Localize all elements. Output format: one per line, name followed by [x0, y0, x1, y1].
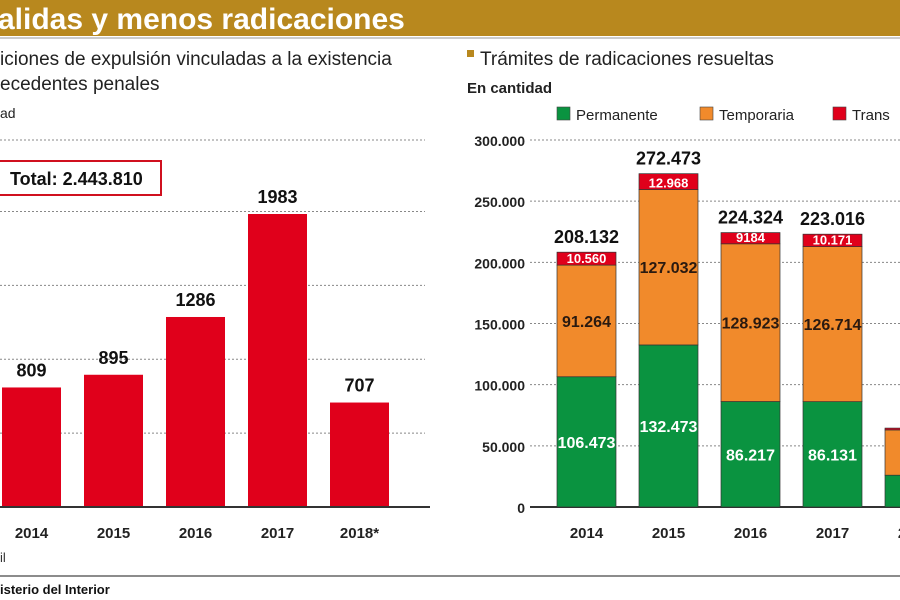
segment-label: 10.560	[567, 251, 607, 266]
total-label: Total: 2.443.810	[10, 169, 143, 189]
header-band	[0, 0, 900, 36]
stacked-segment-trans	[638, 173, 699, 190]
stacked-segment-trans	[802, 233, 863, 247]
right-total-label: 223.016	[800, 209, 865, 229]
right-y-tick: 50.000	[482, 439, 525, 455]
left-chart-title: iciones de expulsión vinculadas a la exi…	[0, 49, 392, 70]
segment-label: 106.473	[558, 435, 616, 452]
legend-swatch	[832, 106, 847, 121]
left-value-label: 895	[98, 348, 128, 368]
right-total-label: 208.132	[554, 227, 619, 247]
legend-label: Trans	[852, 107, 890, 124]
right-x-tick: 2016	[734, 525, 767, 542]
legend-label: Permanente	[576, 107, 658, 124]
right-x-tick: 2014	[570, 525, 604, 542]
left-bar	[248, 214, 307, 507]
left-footnote: il	[0, 550, 6, 565]
right-x-tick: 2017	[816, 525, 849, 542]
right-total-label: 224.324	[718, 208, 783, 228]
right-y-tick: 250.000	[474, 194, 525, 210]
right-y-tick: 100.000	[474, 378, 525, 394]
legend-label: Temporaria	[719, 107, 795, 124]
stacked-segment-permanente	[556, 376, 617, 508]
right-x-tick: 2015	[652, 525, 685, 542]
stacked-segment-temporaria	[556, 264, 617, 378]
segment-label: 12.968	[649, 176, 689, 191]
left-chart-subtitle: ad	[0, 105, 16, 121]
segment-label: 91.264	[562, 314, 611, 331]
right-chart-subtitle: En cantidad	[467, 80, 552, 97]
stacked-segment-permanente	[802, 401, 863, 508]
stacked-segment-temporaria	[720, 243, 781, 402]
segment-label: 86.217	[726, 447, 775, 464]
segment-label: 127.032	[640, 260, 698, 277]
total-box	[0, 160, 162, 196]
stacked-segment-permanente	[638, 344, 699, 508]
left-bar	[2, 387, 61, 507]
left-x-tick: 2015	[97, 525, 130, 542]
left-x-tick: 2014	[15, 525, 49, 542]
stacked-segment-trans	[884, 427, 900, 431]
left-bar	[84, 374, 143, 507]
left-value-label: 809	[16, 360, 46, 380]
source-text: isterio del Interior	[0, 582, 110, 597]
right-chart-title: Trámites de radicaciones resueltas	[480, 49, 774, 70]
segment-label: 132.473	[640, 419, 698, 436]
right-y-tick: 0	[517, 500, 525, 516]
left-x-tick: 2017	[261, 525, 294, 542]
stacked-segment-trans	[720, 232, 781, 245]
segment-label: 128.923	[722, 316, 780, 333]
segment-label: 9184	[736, 230, 766, 245]
header-title: alidas y menos radicaciones	[0, 3, 405, 36]
right-y-tick: 150.000	[474, 317, 525, 333]
segment-label: 86.131	[808, 447, 857, 464]
left-chart-title-2: ecedentes penales	[0, 74, 160, 95]
left-value-label: 1983	[257, 187, 297, 207]
stacked-segment-temporaria	[802, 246, 863, 402]
right-total-label: 272.473	[636, 149, 701, 169]
legend-swatch	[699, 106, 714, 121]
right-y-tick: 200.000	[474, 255, 525, 271]
stacked-segment-trans	[556, 251, 617, 266]
stacked-segment-temporaria	[638, 189, 699, 346]
stacked-segment-permanente	[884, 474, 900, 508]
legend-swatch	[556, 106, 571, 121]
right-x-tick: 2018	[898, 525, 900, 542]
title-bullet-icon	[467, 50, 474, 57]
left-bar	[166, 316, 225, 507]
stacked-segment-temporaria	[884, 429, 900, 476]
right-y-tick: 300.000	[474, 133, 525, 149]
left-x-tick: 2016	[179, 525, 212, 542]
left-bar	[330, 402, 389, 507]
left-x-tick: 2018*	[340, 525, 379, 542]
segment-label: 126.714	[804, 317, 862, 334]
segment-label: 10.171	[813, 233, 853, 248]
left-value-label: 1286	[175, 290, 215, 310]
left-value-label: 707	[344, 376, 374, 396]
